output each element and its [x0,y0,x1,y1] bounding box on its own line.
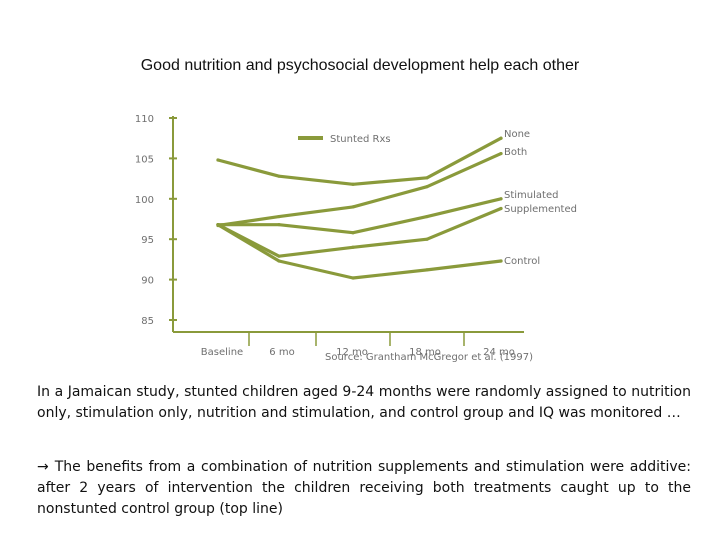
x-tick-label-3: 12 mo [336,347,368,358]
point-stimulated-2 [277,223,281,227]
series-label-control: Control [504,256,540,267]
point-control-4 [425,268,429,272]
x-tick-label-2: 6 mo [269,347,294,358]
point-control-3 [351,276,355,280]
point-none-4 [425,176,429,180]
iq-line-chart: 85 90 95 100 105 110 Baseline 6 mo 12 mo 18 mo 24 … [135,114,577,363]
y-tick-label-110: 110 [135,114,154,125]
point-none-1 [216,158,220,162]
point-stimulated-5 [499,197,503,201]
y-tick-label-105: 105 [135,154,154,165]
y-tick-label-85: 85 [141,316,154,327]
point-supplemented-5 [499,206,503,211]
point-none-2 [277,174,281,178]
point-stimulated-3 [351,231,355,235]
findings-text: The benefits from a combination of nutri… [37,459,691,517]
study-description: In a Jamaican study, stunted children ag… [37,384,691,421]
point-both-5 [499,151,503,156]
point-control-5 [499,259,503,263]
source-note: Source: Grantham McGregor et al. (1997) [325,352,533,363]
point-both-3 [351,205,355,209]
y-tick-label-100: 100 [135,195,154,206]
series-line-none [216,136,503,186]
y-tick-label-95: 95 [141,235,154,246]
y-tick-label-90: 90 [141,276,154,287]
point-both-2 [277,214,281,219]
x-tick-label-4: 18 mo [409,347,441,358]
series-line-both [216,151,503,228]
series-label-supplemented: Supplemented [504,204,577,215]
point-supplemented-3 [351,245,355,249]
point-supplemented-2 [277,254,281,258]
point-none-5 [499,136,503,140]
point-both-4 [425,185,429,189]
x-tick-label-5: 24 mo [483,347,515,358]
right-arrow-icon: → [37,459,49,475]
slide-title: Good nutrition and psychosocial developm… [140,57,580,74]
point-control-2 [277,259,281,263]
point-supplemented-4 [425,237,429,241]
point-none-3 [351,182,355,186]
findings-paragraph: → The benefits from a combination of nutr… [37,457,691,520]
point-stimulated-4 [425,214,429,219]
point-control-1 [216,223,220,227]
series-label-stimulated: Stimulated [504,190,558,201]
legend-label: Stunted Rxs [330,134,391,145]
series-label-none: None [504,129,530,140]
series-label-both: Both [504,147,527,158]
x-tick-label-1: Baseline [201,347,243,358]
